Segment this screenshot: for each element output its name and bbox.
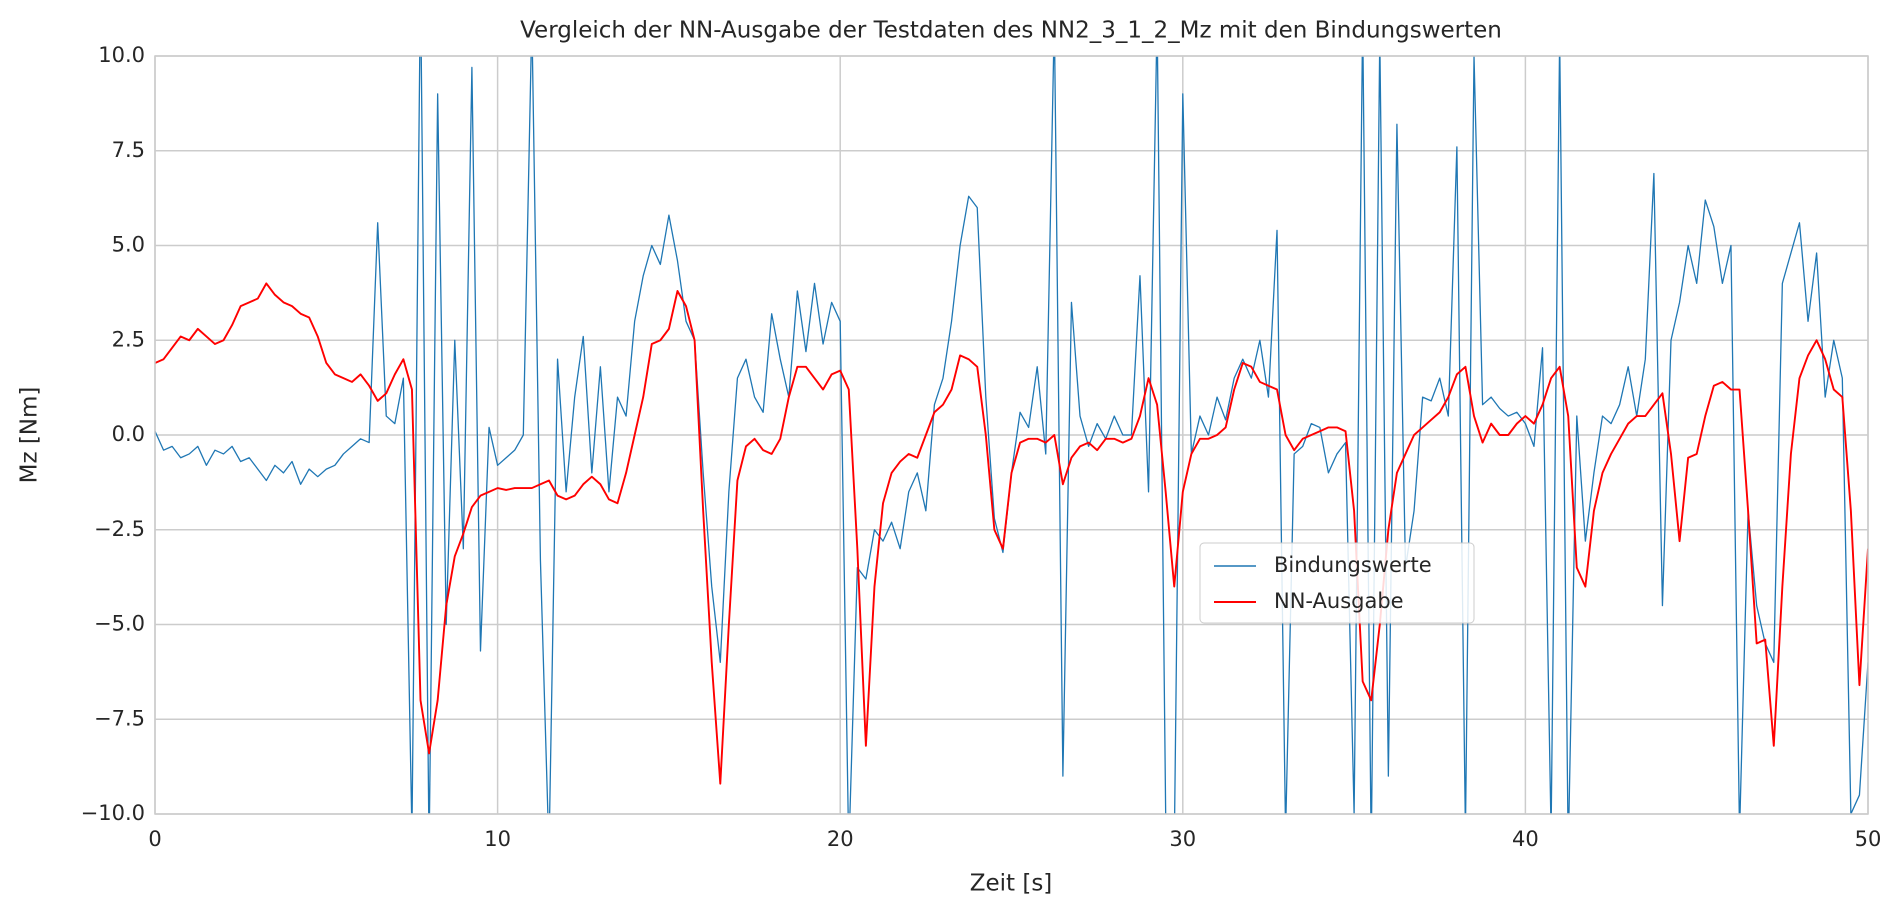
- x-tick-label: 40: [1512, 827, 1539, 851]
- legend-label: NN-Ausgabe: [1274, 589, 1404, 613]
- legend: Bindungswerte NN-Ausgabe: [1199, 542, 1475, 624]
- y-axis-label: Mz [Nm]: [17, 387, 43, 484]
- y-tick-label: 10.0: [98, 43, 145, 67]
- plot-frame: [154, 55, 1869, 815]
- y-tick-label: 2.5: [112, 327, 145, 351]
- y-tick-label: −5.0: [94, 612, 145, 636]
- x-tick-label: 50: [1855, 827, 1882, 851]
- y-tick-label: 0.0: [112, 422, 145, 446]
- chart-title: Vergleich der NN-Ausgabe der Testdaten d…: [520, 18, 1502, 44]
- series-line: [155, 56, 1868, 814]
- x-axis-label: Zeit [s]: [970, 871, 1053, 897]
- legend-box: [1199, 542, 1475, 624]
- y-tick-label: −2.5: [94, 517, 145, 541]
- x-tick-label: 30: [1169, 827, 1196, 851]
- grid: [154, 55, 1869, 815]
- plot-area: [155, 56, 1868, 814]
- y-tick-label: −10.0: [81, 801, 145, 825]
- x-tick-label: 10: [484, 827, 511, 851]
- series-line: [155, 282, 1868, 785]
- legend-label: Bindungswerte: [1274, 553, 1432, 577]
- x-tick-label: 0: [148, 827, 161, 851]
- y-tick-label: −7.5: [94, 706, 145, 730]
- y-tick-label: 5.0: [112, 233, 145, 257]
- y-tick-label: 7.5: [112, 138, 145, 162]
- x-tick-label: 20: [827, 827, 854, 851]
